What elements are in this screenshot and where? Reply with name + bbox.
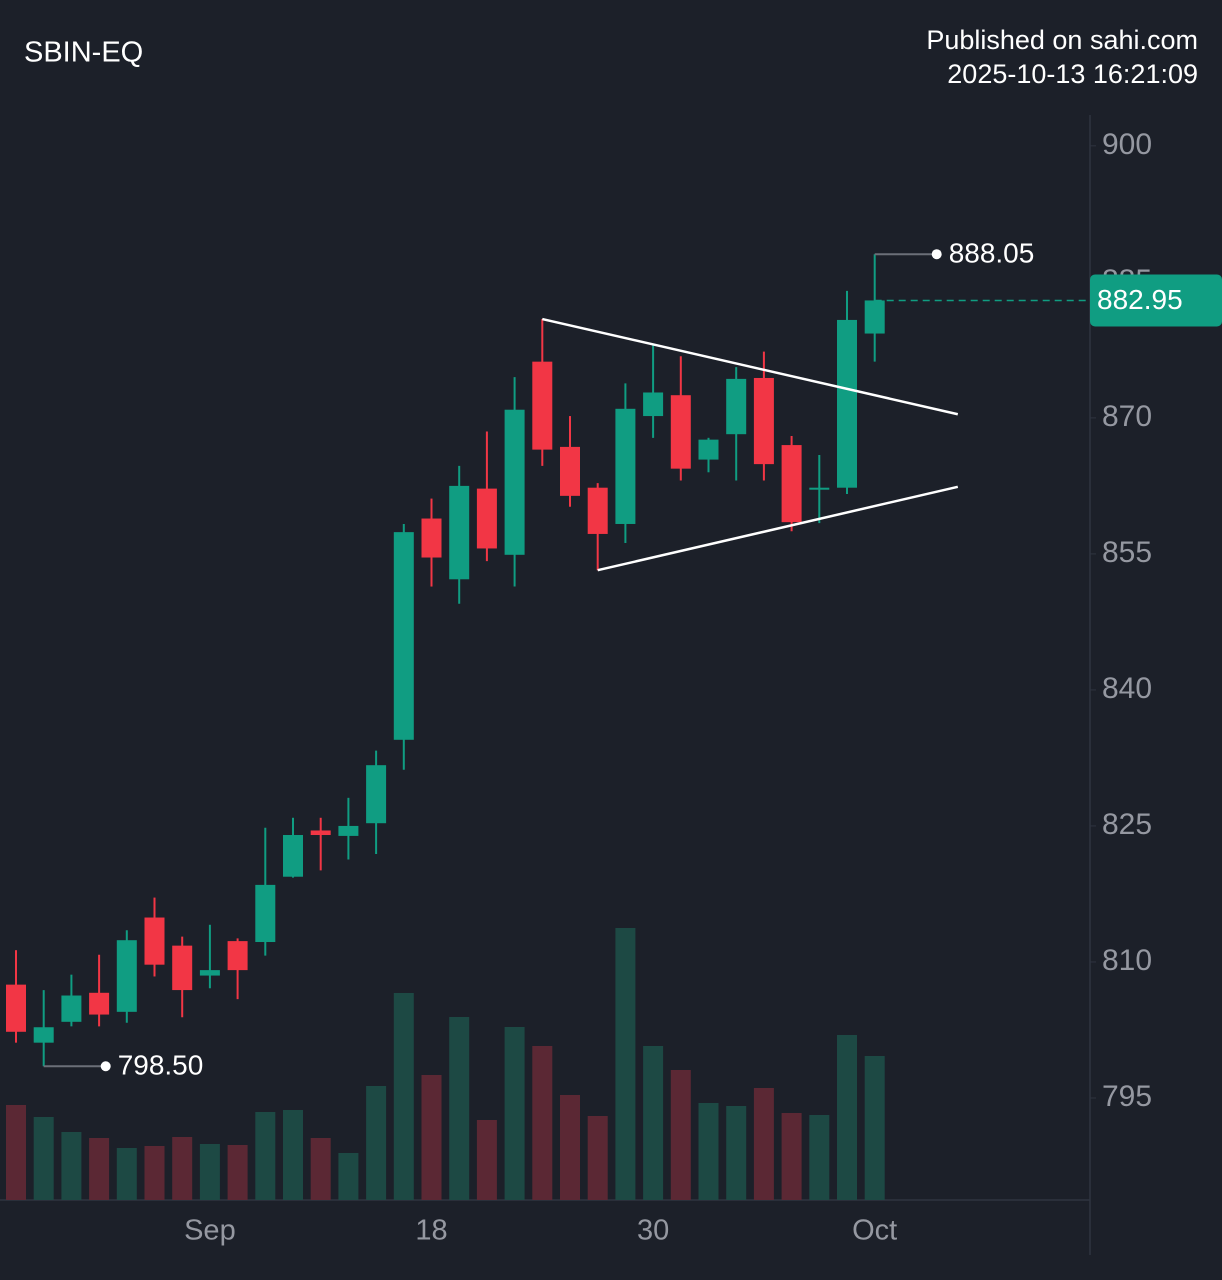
candle-body: [199, 970, 220, 976]
volume-bar: [421, 1075, 442, 1200]
volume-bar: [6, 1105, 26, 1200]
candle-body: [781, 445, 802, 523]
candle-body: [587, 487, 608, 534]
volume-bar: [504, 1027, 525, 1200]
volume-bar: [698, 1103, 719, 1200]
last-price-box: [1090, 274, 1222, 327]
candle-body: [698, 439, 719, 460]
candle-body: [809, 487, 830, 490]
trendline: [597, 485, 959, 572]
candle-body: [89, 992, 110, 1015]
x-tick-label: Oct: [852, 1215, 897, 1247]
volume-bar: [615, 928, 636, 1200]
annotation-dot: [931, 249, 942, 260]
annotation-label: 888.05: [949, 238, 1035, 269]
volume-bar: [199, 1144, 220, 1200]
y-tick-label: 795: [1102, 1080, 1152, 1113]
y-tick-label: 825: [1102, 808, 1152, 841]
candle-body: [310, 830, 331, 836]
candle-body: [338, 825, 359, 836]
y-tick-label: 870: [1102, 400, 1152, 433]
volume-bar: [393, 993, 414, 1200]
volume-bar: [144, 1146, 165, 1200]
volume-bar: [310, 1138, 331, 1200]
chart-title: SBIN-EQ: [24, 37, 143, 69]
candle-body: [393, 532, 414, 740]
y-tick-label: 855: [1102, 536, 1152, 569]
candle-body: [726, 378, 747, 435]
volume-bar: [227, 1145, 248, 1200]
publisher: Published on sahi.com: [926, 25, 1198, 55]
candle-body: [837, 319, 857, 488]
y-tick-label: 840: [1102, 672, 1152, 705]
volume-bar: [864, 1056, 885, 1200]
volume-bar: [449, 1017, 470, 1200]
volume-bar: [670, 1070, 691, 1200]
volume-bar: [338, 1153, 359, 1200]
candle-body: [421, 518, 442, 558]
volume-bar: [753, 1088, 774, 1200]
x-tick-label: 18: [415, 1215, 447, 1247]
candle-body: [227, 941, 248, 971]
volume-bar: [116, 1148, 137, 1200]
candle-body: [255, 884, 276, 943]
candle-body: [670, 395, 691, 469]
volume-bar: [532, 1046, 553, 1200]
candle-body: [560, 446, 580, 496]
candle-body: [753, 377, 774, 465]
volume-bar: [283, 1110, 303, 1200]
y-tick-label: 900: [1102, 128, 1152, 161]
trendline: [542, 317, 959, 416]
volume-bar: [61, 1132, 82, 1200]
volume-bar: [89, 1138, 110, 1200]
candle-body: [283, 835, 303, 877]
candle-body: [476, 488, 497, 549]
volume-bar: [587, 1116, 608, 1200]
volume-bar: [726, 1106, 747, 1200]
timestamp: 2025-10-13 16:21:09: [947, 59, 1198, 89]
annotation-label: 798.50: [118, 1050, 204, 1081]
volume-bar: [476, 1120, 497, 1200]
volume-bar: [837, 1035, 857, 1200]
last-price-label: 882.95: [1097, 284, 1183, 315]
candle-body: [504, 409, 525, 555]
candle-body: [116, 940, 137, 1012]
volume-bar: [781, 1113, 802, 1200]
candle-body: [449, 485, 470, 580]
y-tick-label: 810: [1102, 944, 1152, 977]
annotation-dot: [100, 1061, 111, 1072]
candle-body: [61, 995, 82, 1022]
volume-bar: [172, 1137, 193, 1200]
candle-body: [6, 984, 26, 1032]
candle-body: [33, 1027, 54, 1043]
x-tick-label: 30: [637, 1215, 669, 1247]
candle-body: [532, 361, 553, 450]
volume-bar: [643, 1046, 664, 1200]
volume-bar: [255, 1112, 276, 1200]
candle-body: [144, 917, 165, 965]
candle-body: [615, 408, 636, 524]
volume-bar: [560, 1095, 580, 1200]
candle-body: [643, 392, 664, 417]
volume-bar: [33, 1117, 54, 1200]
candle-body: [172, 945, 193, 991]
candle-body: [864, 300, 885, 334]
x-tick-label: Sep: [184, 1215, 236, 1247]
volume-bar: [366, 1086, 387, 1200]
candle-body: [366, 765, 387, 824]
volume-bar: [809, 1115, 830, 1200]
